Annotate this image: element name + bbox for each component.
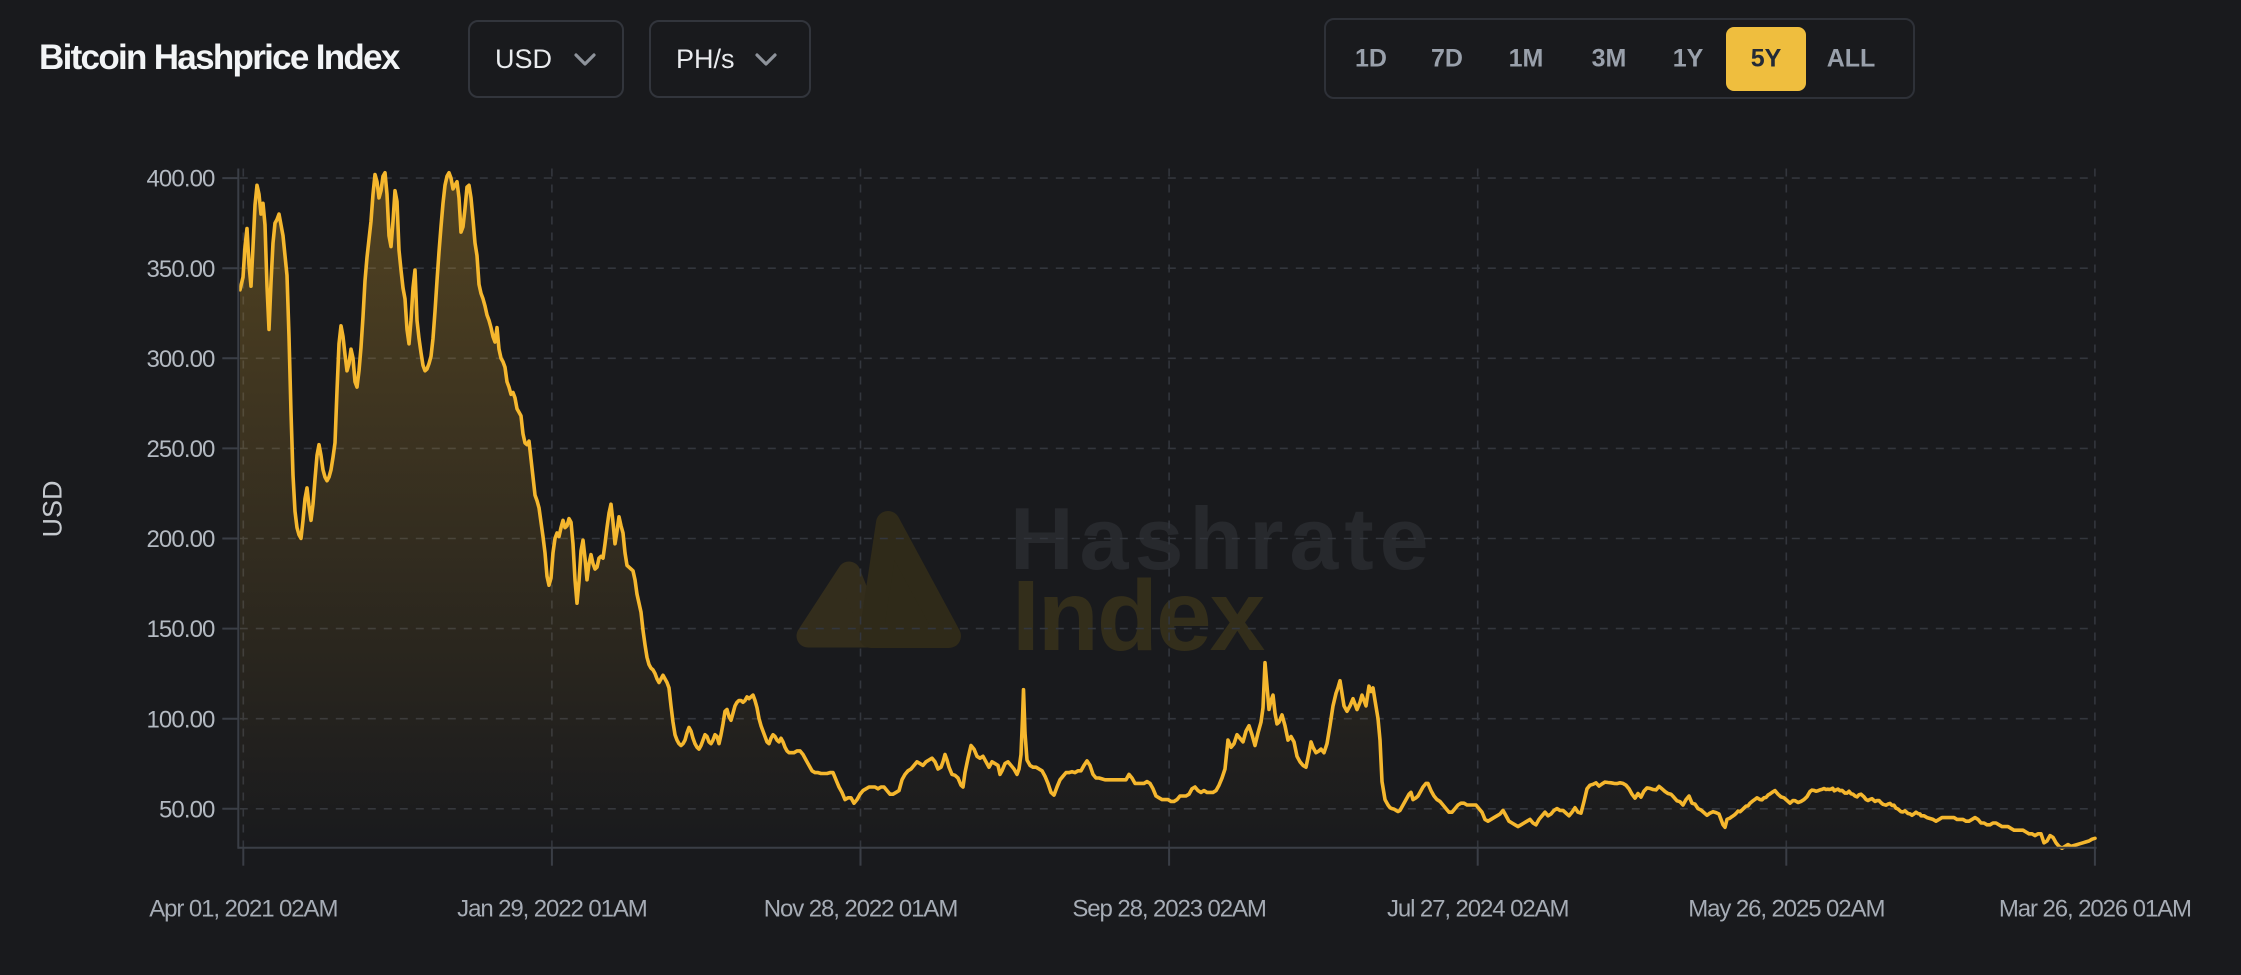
svg-text:300.00: 300.00 [146, 346, 215, 373]
svg-text:200.00: 200.00 [146, 526, 215, 553]
svg-text:Sep 28, 2023 02AM: Sep 28, 2023 02AM [1072, 896, 1266, 923]
svg-text:400.00: 400.00 [146, 166, 215, 193]
svg-text:150.00: 150.00 [146, 616, 215, 643]
svg-text:Nov 28, 2022 01AM: Nov 28, 2022 01AM [764, 896, 958, 923]
svg-text:Index: Index [1012, 560, 1265, 672]
svg-text:350.00: 350.00 [146, 256, 215, 283]
svg-text:Jul 27, 2024 02AM: Jul 27, 2024 02AM [1387, 896, 1569, 923]
svg-text:May 26, 2025 02AM: May 26, 2025 02AM [1688, 896, 1884, 923]
svg-text:Apr 01, 2021 02AM: Apr 01, 2021 02AM [149, 896, 337, 923]
svg-text:Mar 26, 2026 01AM: Mar 26, 2026 01AM [1999, 896, 2191, 923]
svg-text:100.00: 100.00 [146, 706, 215, 733]
svg-text:250.00: 250.00 [146, 436, 215, 463]
svg-text:50.00: 50.00 [159, 796, 215, 823]
svg-text:Jan 29, 2022 01AM: Jan 29, 2022 01AM [457, 896, 647, 923]
